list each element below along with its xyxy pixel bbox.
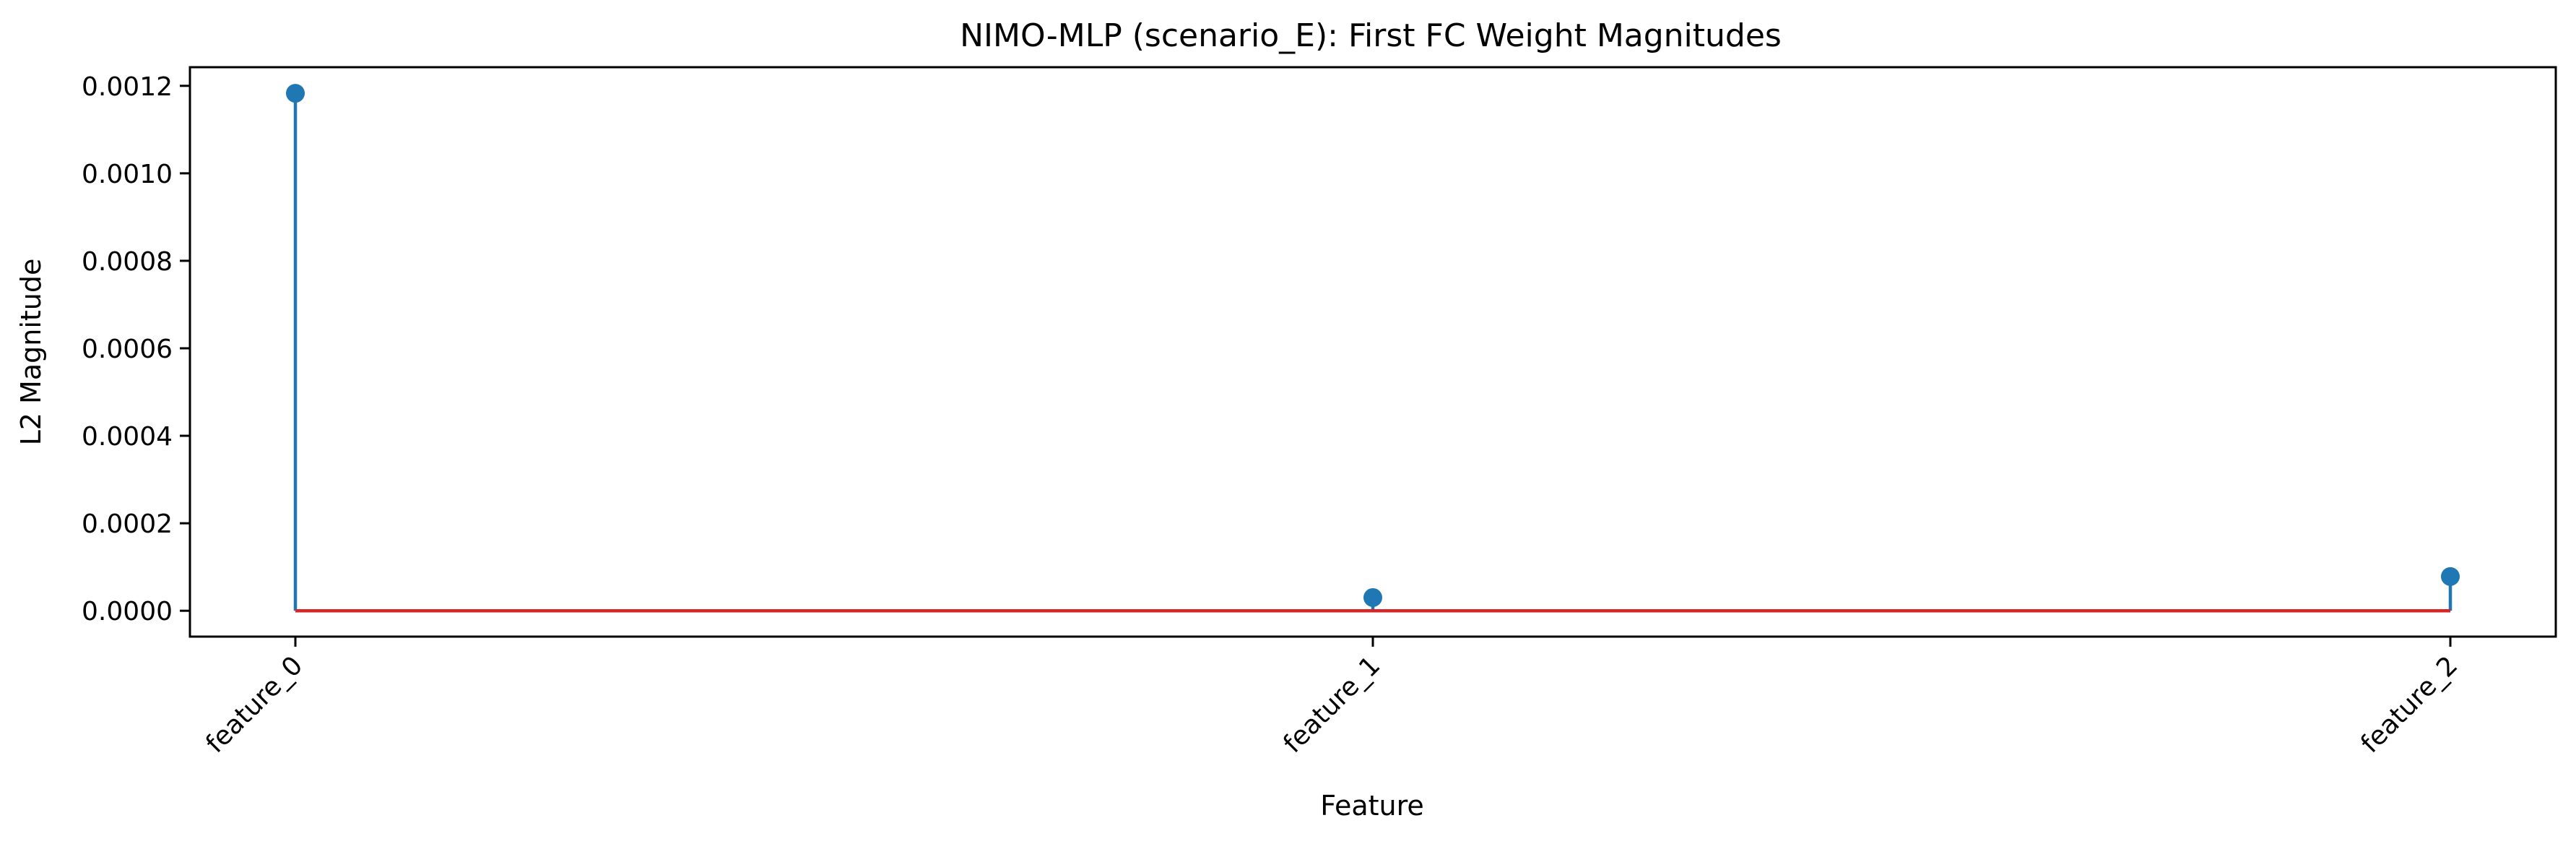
plot-frame xyxy=(188,66,2557,638)
x-tick-label: feature_0 xyxy=(201,650,309,759)
x-tick-label: feature_1 xyxy=(1278,650,1387,759)
plot-area: 0.0000 0.0002 0.0004 0.0006 0.0008 0.0010 0.00… xyxy=(82,72,2463,759)
y-tick-label: 0.0004 xyxy=(82,422,173,452)
x-axis-label: Feature xyxy=(1320,790,1424,822)
y-tick-label: 0.0002 xyxy=(82,509,173,539)
y-tick-label: 0.0012 xyxy=(82,72,173,102)
y-tick-label: 0.0000 xyxy=(82,597,173,626)
y-tick-label: 0.0006 xyxy=(82,335,173,364)
stem-marker xyxy=(2441,567,2460,586)
chart-title: NIMO-MLP (scenario_E): First FC Weight M… xyxy=(960,17,1782,54)
y-axis-label: L2 Magnitude xyxy=(15,259,47,446)
stem-marker xyxy=(1363,587,1382,607)
y-tick-label: 0.0010 xyxy=(82,160,173,189)
x-tick-label: feature_2 xyxy=(2356,650,2464,759)
y-tick-label: 0.0008 xyxy=(82,247,173,277)
stem-marker xyxy=(286,84,305,103)
